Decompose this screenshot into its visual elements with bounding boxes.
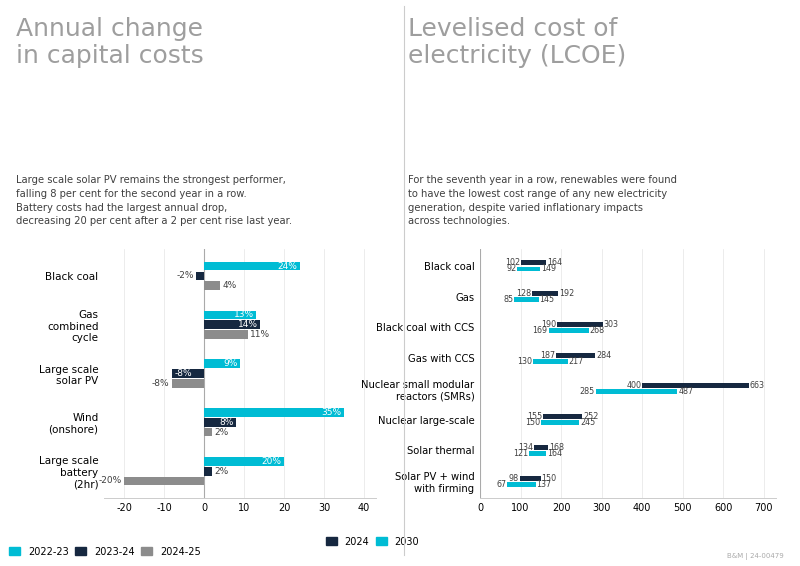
- Text: 400: 400: [626, 381, 642, 391]
- Text: 150: 150: [542, 474, 557, 483]
- Bar: [204, 408, 344, 417]
- Bar: [534, 445, 548, 450]
- Bar: [204, 311, 256, 319]
- Text: 187: 187: [540, 351, 555, 359]
- Text: 145: 145: [540, 295, 554, 305]
- Text: 35%: 35%: [322, 408, 342, 417]
- Text: Large scale solar PV remains the strongest performer,
falling 8 per cent for the: Large scale solar PV remains the stronge…: [16, 175, 292, 226]
- Text: 20%: 20%: [262, 457, 282, 466]
- Bar: [595, 389, 678, 395]
- Text: 303: 303: [604, 320, 618, 329]
- Text: 98: 98: [509, 474, 519, 483]
- Text: 192: 192: [558, 289, 574, 298]
- Text: 245: 245: [580, 418, 595, 427]
- Bar: [556, 353, 595, 358]
- Text: 121: 121: [513, 449, 528, 458]
- Bar: [543, 414, 582, 419]
- Text: 155: 155: [526, 412, 542, 421]
- Bar: [196, 272, 204, 280]
- Text: -2%: -2%: [176, 272, 194, 280]
- Text: 11%: 11%: [250, 330, 270, 339]
- Text: 85: 85: [503, 295, 514, 305]
- Text: 285: 285: [579, 388, 594, 396]
- Text: 169: 169: [533, 326, 548, 335]
- Text: 130: 130: [517, 357, 532, 366]
- Text: 13%: 13%: [234, 311, 254, 319]
- Bar: [204, 457, 284, 466]
- Text: 487: 487: [678, 388, 694, 396]
- Bar: [532, 291, 558, 296]
- Text: 4%: 4%: [222, 281, 237, 290]
- Bar: [533, 359, 568, 364]
- Text: 168: 168: [549, 443, 564, 452]
- Text: Annual change
in capital costs: Annual change in capital costs: [16, 17, 204, 68]
- Text: 252: 252: [583, 412, 598, 421]
- Text: 164: 164: [547, 259, 562, 267]
- Legend: 2022-23, 2023-24, 2024-25: 2022-23, 2023-24, 2024-25: [6, 543, 205, 560]
- Bar: [204, 418, 236, 427]
- Text: -8%: -8%: [174, 369, 192, 378]
- Text: 102: 102: [506, 259, 521, 267]
- Text: 284: 284: [596, 351, 611, 359]
- Text: 134: 134: [518, 443, 534, 452]
- Text: -20%: -20%: [98, 477, 122, 486]
- Bar: [172, 369, 204, 378]
- Text: 164: 164: [547, 449, 562, 458]
- Text: 67: 67: [496, 480, 506, 488]
- Bar: [204, 359, 240, 368]
- Bar: [204, 320, 260, 329]
- Text: 24%: 24%: [278, 261, 298, 271]
- Bar: [124, 477, 204, 485]
- Text: 268: 268: [590, 326, 605, 335]
- Text: 137: 137: [536, 480, 551, 488]
- Bar: [204, 330, 248, 339]
- Text: 128: 128: [516, 289, 531, 298]
- Text: 149: 149: [542, 264, 556, 273]
- Text: 2%: 2%: [214, 467, 229, 475]
- Text: 190: 190: [541, 320, 556, 329]
- Text: 8%: 8%: [219, 418, 234, 427]
- Bar: [204, 262, 300, 271]
- Bar: [541, 420, 579, 425]
- Text: Levelised cost of
electricity (LCOE): Levelised cost of electricity (LCOE): [408, 17, 626, 68]
- Text: 92: 92: [506, 264, 517, 273]
- Legend: 2024, 2030: 2024, 2030: [322, 533, 423, 551]
- Text: 150: 150: [525, 418, 540, 427]
- Bar: [557, 322, 603, 327]
- Text: 663: 663: [750, 381, 765, 391]
- Bar: [507, 482, 535, 487]
- Text: B&M | 24-00479: B&M | 24-00479: [727, 554, 784, 560]
- Text: 9%: 9%: [223, 359, 238, 368]
- Bar: [549, 328, 589, 333]
- Text: -8%: -8%: [152, 379, 170, 388]
- Bar: [520, 475, 541, 481]
- Bar: [172, 379, 204, 388]
- Bar: [529, 451, 546, 456]
- Text: 2%: 2%: [214, 428, 229, 436]
- Bar: [204, 467, 212, 475]
- Bar: [204, 428, 212, 436]
- Bar: [518, 267, 541, 272]
- Text: 217: 217: [569, 357, 584, 366]
- Bar: [514, 297, 538, 302]
- Text: For the seventh year in a row, renewables were found
to have the lowest cost ran: For the seventh year in a row, renewable…: [408, 175, 677, 226]
- Bar: [642, 383, 749, 388]
- Bar: [204, 281, 220, 290]
- Bar: [522, 260, 546, 265]
- Text: 14%: 14%: [238, 320, 258, 329]
